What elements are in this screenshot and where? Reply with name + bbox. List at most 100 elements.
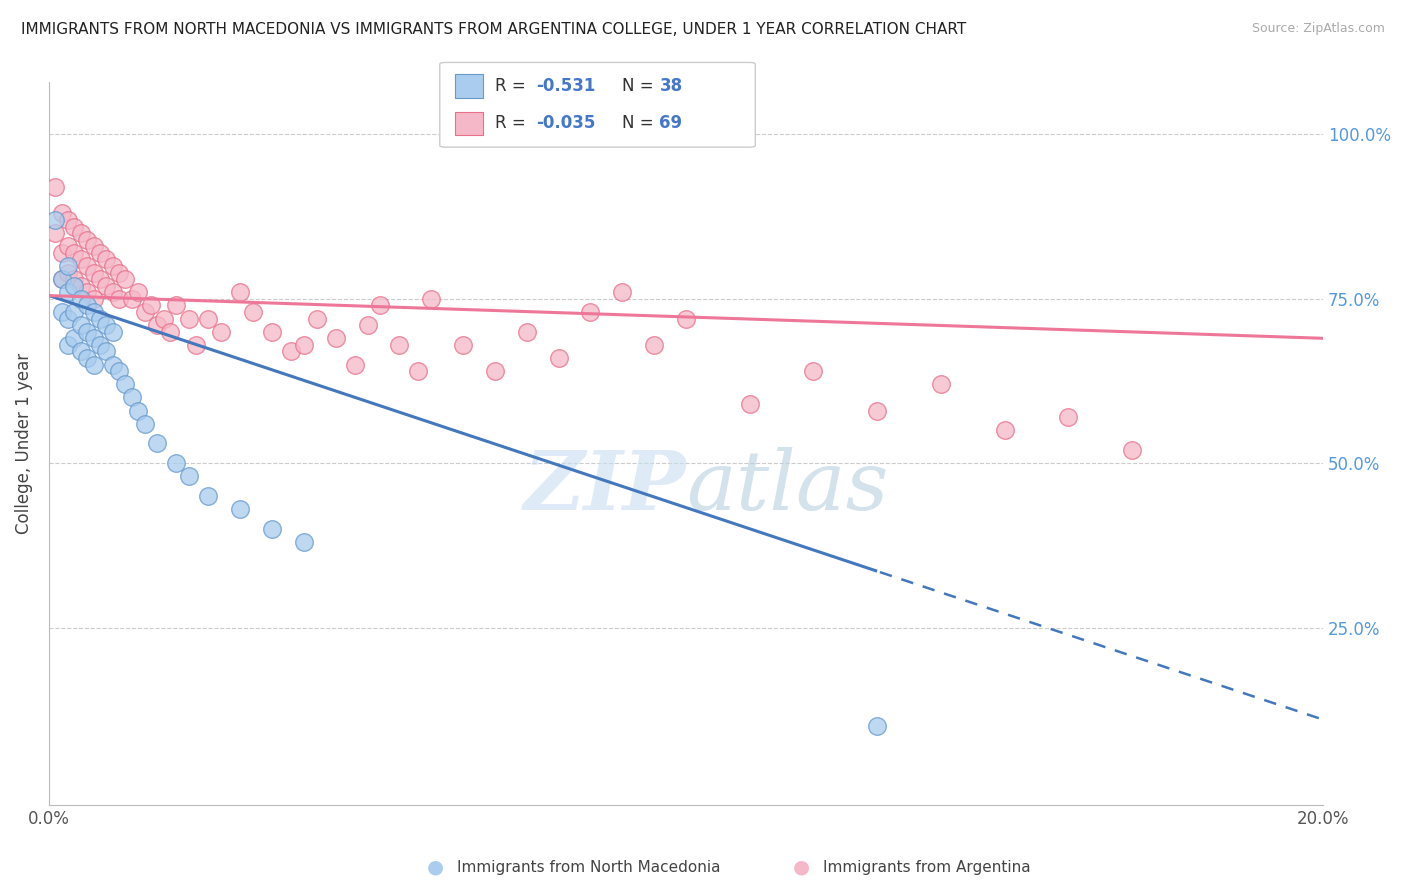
Text: ●: ● xyxy=(427,857,444,877)
Point xyxy=(89,272,111,286)
Point xyxy=(89,311,111,326)
Point xyxy=(76,259,98,273)
Point xyxy=(159,325,181,339)
Point xyxy=(51,272,73,286)
Point xyxy=(69,292,91,306)
Text: -0.035: -0.035 xyxy=(536,114,595,132)
FancyBboxPatch shape xyxy=(440,62,755,147)
Point xyxy=(83,305,105,319)
Point xyxy=(101,285,124,300)
Point xyxy=(63,219,86,234)
Point xyxy=(83,266,105,280)
Bar xyxy=(456,112,484,136)
Point xyxy=(63,245,86,260)
Point xyxy=(44,226,66,240)
Point xyxy=(134,305,156,319)
Point xyxy=(179,311,201,326)
Point xyxy=(152,311,174,326)
Point xyxy=(51,206,73,220)
Point xyxy=(643,338,665,352)
Point xyxy=(69,344,91,359)
Point xyxy=(121,292,143,306)
Point xyxy=(929,377,952,392)
Text: -0.531: -0.531 xyxy=(536,78,595,95)
Point xyxy=(134,417,156,431)
Point xyxy=(260,325,283,339)
Point xyxy=(229,285,252,300)
Point xyxy=(146,318,169,333)
Text: ZIP: ZIP xyxy=(523,447,686,527)
Point xyxy=(76,298,98,312)
Point xyxy=(83,358,105,372)
Text: 69: 69 xyxy=(659,114,682,132)
Point xyxy=(83,331,105,345)
Text: IMMIGRANTS FROM NORTH MACEDONIA VS IMMIGRANTS FROM ARGENTINA COLLEGE, UNDER 1 YE: IMMIGRANTS FROM NORTH MACEDONIA VS IMMIG… xyxy=(21,22,966,37)
Point xyxy=(139,298,162,312)
Point xyxy=(229,502,252,516)
Point xyxy=(165,456,187,470)
Point xyxy=(184,338,207,352)
Point xyxy=(56,259,79,273)
Point xyxy=(69,318,91,333)
Point xyxy=(866,403,889,417)
Point xyxy=(69,252,91,267)
Text: ●: ● xyxy=(793,857,810,877)
Point xyxy=(516,325,538,339)
Point xyxy=(108,266,131,280)
Point xyxy=(76,285,98,300)
Text: R =: R = xyxy=(495,78,531,95)
Point xyxy=(197,489,219,503)
Point xyxy=(56,213,79,227)
Point xyxy=(63,305,86,319)
Point xyxy=(209,325,232,339)
Text: atlas: atlas xyxy=(686,447,889,527)
Point xyxy=(612,285,634,300)
Point xyxy=(292,535,315,549)
Text: Immigrants from North Macedonia: Immigrants from North Macedonia xyxy=(457,860,720,874)
Point xyxy=(114,272,136,286)
Bar xyxy=(456,74,484,98)
Point xyxy=(146,436,169,450)
Point xyxy=(63,272,86,286)
Point xyxy=(165,298,187,312)
Point xyxy=(76,233,98,247)
Point xyxy=(76,325,98,339)
Point xyxy=(96,252,118,267)
Point xyxy=(451,338,474,352)
Point xyxy=(44,213,66,227)
Point xyxy=(108,292,131,306)
Point xyxy=(114,377,136,392)
Point xyxy=(738,397,761,411)
Point xyxy=(69,226,91,240)
Point xyxy=(101,259,124,273)
Text: N =: N = xyxy=(623,78,659,95)
Point xyxy=(803,364,825,378)
Text: 38: 38 xyxy=(659,78,682,95)
Text: Immigrants from Argentina: Immigrants from Argentina xyxy=(823,860,1031,874)
Point xyxy=(51,245,73,260)
Point xyxy=(51,305,73,319)
Point xyxy=(96,318,118,333)
Point xyxy=(96,344,118,359)
Y-axis label: College, Under 1 year: College, Under 1 year xyxy=(15,353,32,534)
Point xyxy=(305,311,328,326)
Point xyxy=(76,351,98,365)
Text: N =: N = xyxy=(623,114,659,132)
Point xyxy=(292,338,315,352)
Point xyxy=(127,403,149,417)
Point xyxy=(675,311,697,326)
Point xyxy=(63,278,86,293)
Point xyxy=(56,239,79,253)
Text: Source: ZipAtlas.com: Source: ZipAtlas.com xyxy=(1251,22,1385,36)
Point xyxy=(44,180,66,194)
Point xyxy=(280,344,302,359)
Point xyxy=(866,719,889,733)
Point xyxy=(994,423,1017,437)
Point xyxy=(89,338,111,352)
Point xyxy=(260,522,283,536)
Point xyxy=(408,364,430,378)
Point xyxy=(56,338,79,352)
Point xyxy=(101,325,124,339)
Point xyxy=(343,358,366,372)
Point xyxy=(368,298,391,312)
